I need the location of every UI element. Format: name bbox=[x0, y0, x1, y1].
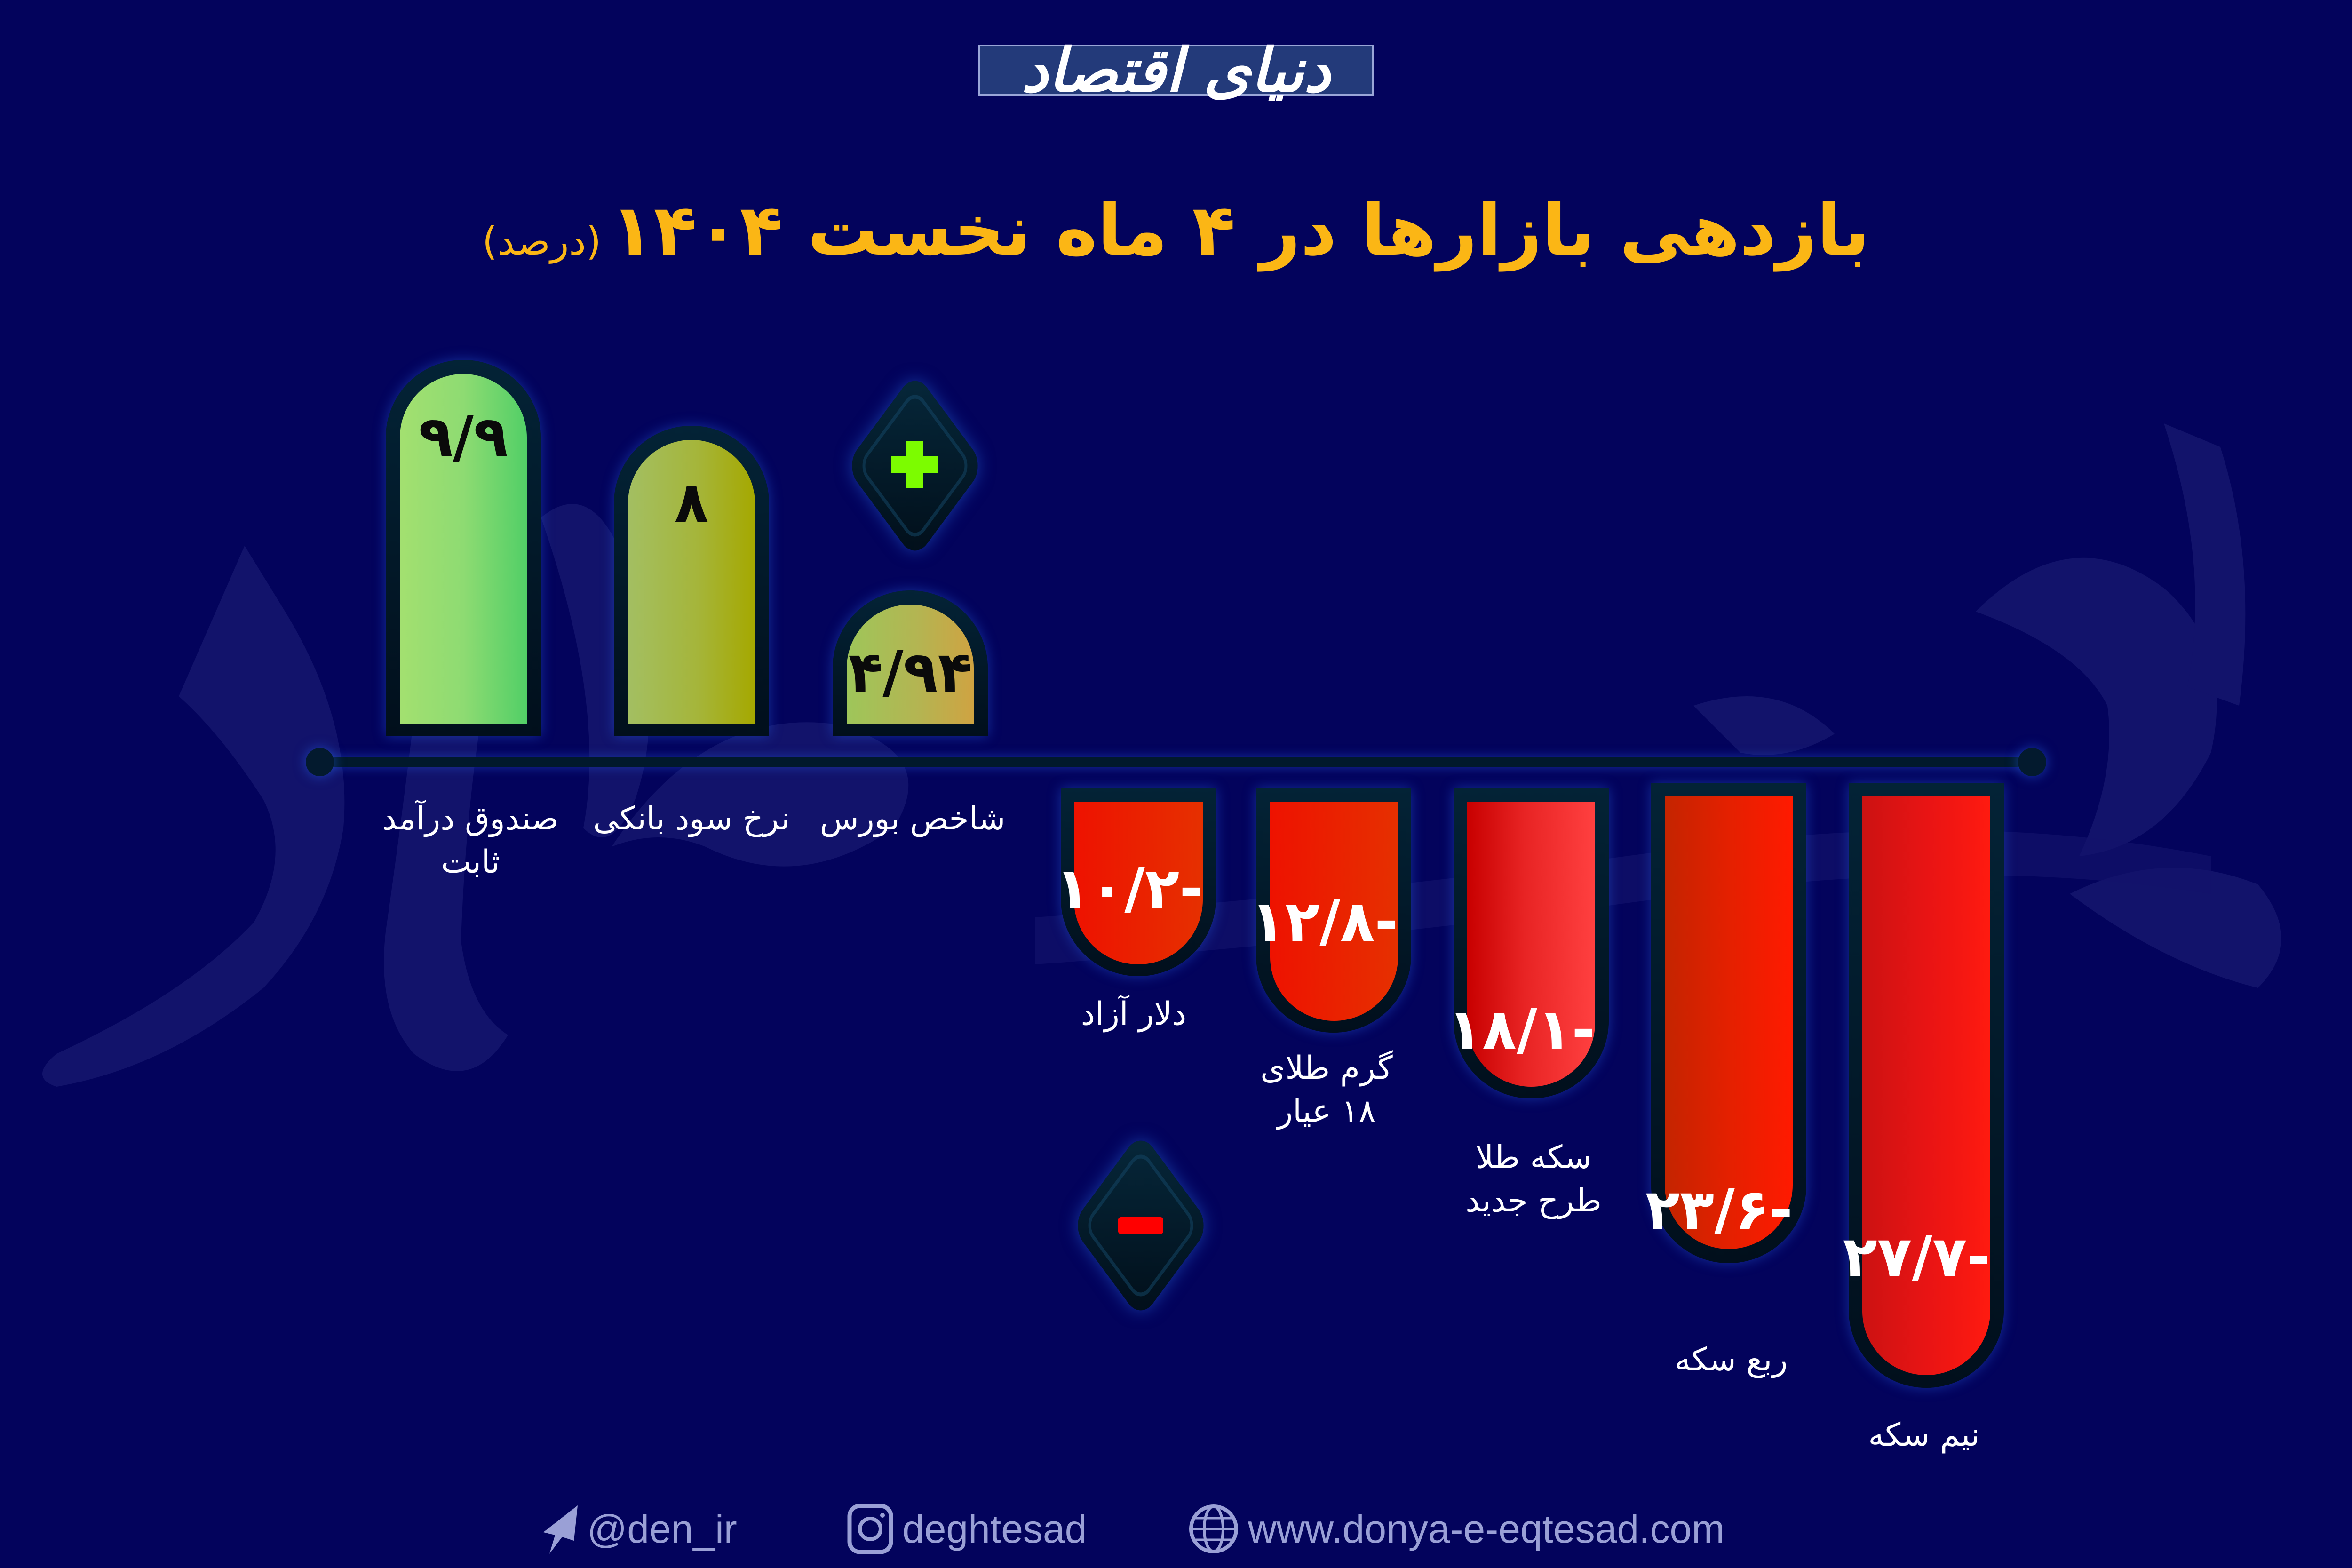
bar-value: -۱۰/۲ bbox=[1055, 856, 1203, 922]
bar-fill: ۴/۹۴ bbox=[847, 605, 974, 724]
bar-label: سکه طلا طرح جدید bbox=[1465, 1139, 1602, 1219]
title-unit: (درصد) bbox=[482, 219, 601, 264]
globe-icon bbox=[1189, 1504, 1238, 1553]
bar-label: گرم طلای ۱۸ عیار bbox=[1260, 1050, 1393, 1130]
telegram-icon bbox=[543, 1505, 578, 1554]
instagram-handle: deghtesad bbox=[902, 1507, 1087, 1551]
bar-fill: ۸ bbox=[628, 440, 755, 724]
axis-end-dot-right bbox=[2018, 748, 2046, 776]
bar-fill: -۱۸/۱ bbox=[1447, 802, 1595, 1087]
bar-value: ۹/۹ bbox=[418, 405, 509, 470]
bar-label: صندوق درآمد ثابت bbox=[382, 800, 559, 881]
bar-fill: -۲۷/۷ bbox=[1843, 796, 1990, 1375]
bar-fill: ۹/۹ bbox=[400, 374, 527, 724]
brand-logo: دنیای اقتصاد bbox=[1021, 35, 1331, 106]
bar-label: شاخص بورس bbox=[819, 800, 1006, 837]
telegram-link[interactable]: @den_ir bbox=[541, 1501, 737, 1557]
bar-value: -۲۳/۶ bbox=[1645, 1178, 1793, 1243]
bar-value: -۱۲/۸ bbox=[1250, 889, 1398, 955]
minus-icon bbox=[1118, 1217, 1163, 1234]
chart-title: بازدهی بازارها در ۴ ماه نخست ۱۴۰۴(درصد) bbox=[423, 169, 1929, 292]
bar-label: نرخ سود بانکی bbox=[593, 800, 790, 837]
bar-value: -۲۷/۷ bbox=[1843, 1225, 1990, 1290]
bar-fill: -۱۲/۸ bbox=[1250, 802, 1398, 1021]
zero-axis-line bbox=[320, 757, 2032, 767]
telegram-handle: @den_ir bbox=[587, 1507, 737, 1551]
negative-indicator bbox=[1061, 1131, 1221, 1320]
instagram-link[interactable]: deghtesad bbox=[847, 1501, 1087, 1557]
website-link[interactable]: www.donya-e-eqtesad.com bbox=[1188, 1501, 1724, 1557]
bar-value: -۱۸/۱ bbox=[1447, 997, 1595, 1063]
bar-value: ۴/۹۴ bbox=[848, 640, 972, 705]
footer: @den_ir deghtesad www.donya-e-eqtesad.co… bbox=[541, 1501, 1811, 1557]
bar-label: نیم سکه bbox=[1868, 1417, 1980, 1454]
logo-box bbox=[978, 45, 1374, 96]
axis-end-dot-left bbox=[306, 748, 334, 776]
title-text: بازدهی بازارها در ۴ ماه نخست ۱۴۰۴ bbox=[610, 190, 1870, 271]
website-url: www.donya-e-eqtesad.com bbox=[1248, 1507, 1725, 1551]
bar-fill: -۱۰/۲ bbox=[1055, 802, 1203, 964]
bar-fill: -۲۳/۶ bbox=[1645, 796, 1793, 1249]
positive-indicator bbox=[835, 371, 995, 560]
bar-label: دلار آزاد bbox=[1081, 995, 1187, 1033]
bar-value: ۸ bbox=[674, 470, 709, 536]
instagram-icon bbox=[847, 1504, 893, 1554]
bar-label: ربع سکه bbox=[1674, 1341, 1788, 1378]
